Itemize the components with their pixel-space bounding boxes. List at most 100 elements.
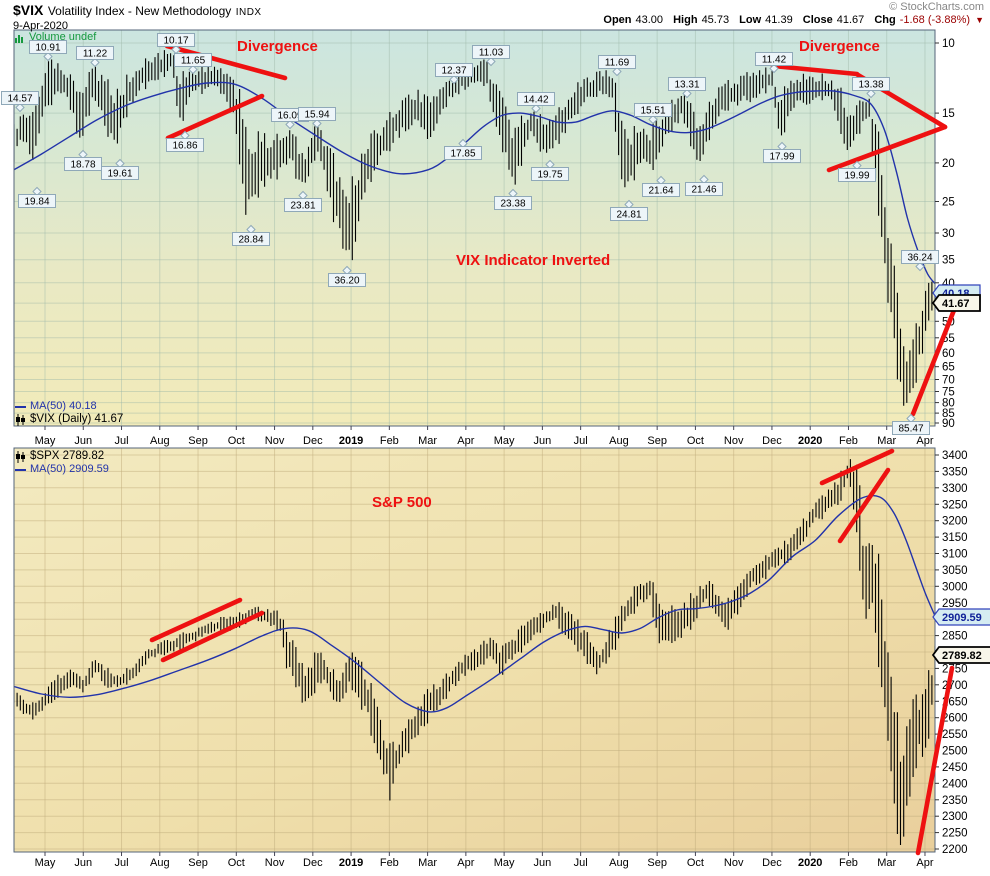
vix-legend: MA(50) 40.18 $VIX (Daily) 41.67 xyxy=(15,400,123,426)
price-callout: 14.42 xyxy=(517,92,555,114)
svg-text:Jul: Jul xyxy=(114,435,128,447)
svg-text:11.42: 11.42 xyxy=(762,55,787,66)
trendline-annotation xyxy=(819,448,895,486)
svg-text:Oct: Oct xyxy=(228,435,245,447)
svg-text:Nov: Nov xyxy=(724,435,744,447)
svg-text:Apr: Apr xyxy=(916,857,933,869)
annotation-text: VIX Indicator Inverted xyxy=(456,252,610,269)
svg-text:Aug: Aug xyxy=(150,435,170,447)
price-callout: 10.17 xyxy=(157,33,195,55)
svg-text:2350: 2350 xyxy=(942,795,968,807)
price-callout: 21.46 xyxy=(685,174,723,196)
vix-price-bars xyxy=(14,50,935,406)
price-callout: 28.84 xyxy=(232,224,270,246)
price-callout: 10.91 xyxy=(29,40,67,62)
spx-price-bars xyxy=(14,459,935,845)
svg-text:Jun: Jun xyxy=(74,857,92,869)
trendline-annotation xyxy=(826,124,948,173)
chg-value: -1.68 (-3.88%) xyxy=(899,14,971,26)
volume-legend: Volume undef xyxy=(15,31,96,44)
trendline-annotation xyxy=(910,297,961,417)
close-value: 41.67 xyxy=(836,14,865,26)
svg-text:3350: 3350 xyxy=(942,466,968,478)
svg-text:75: 75 xyxy=(942,387,955,399)
svg-text:85: 85 xyxy=(942,408,955,420)
candlestick-icon xyxy=(15,450,26,463)
copyright: © StockCharts.com xyxy=(889,1,984,13)
spx-x-axis: May Jun Jul Aug Sep Oct Nov Dec 2019 Feb Mar Apr May… xyxy=(35,852,934,869)
vix-ma-line xyxy=(14,81,935,285)
svg-text:Dec: Dec xyxy=(762,857,782,869)
price-callout: 85.47 xyxy=(892,413,930,435)
svg-text:21.64: 21.64 xyxy=(648,186,673,197)
svg-text:19.75: 19.75 xyxy=(537,170,562,181)
price-callout: 19.75 xyxy=(531,159,569,181)
high-label: High xyxy=(673,14,698,26)
svg-text:21.46: 21.46 xyxy=(691,185,716,196)
price-callout: 23.81 xyxy=(284,190,322,212)
spx-ma-line xyxy=(14,494,935,713)
svg-text:Dec: Dec xyxy=(762,435,782,447)
svg-text:2550: 2550 xyxy=(942,729,968,741)
svg-text:Sep: Sep xyxy=(188,857,208,869)
svg-text:Mar: Mar xyxy=(418,857,437,869)
svg-text:80: 80 xyxy=(942,398,955,410)
svg-text:Nov: Nov xyxy=(265,857,285,869)
candlestick-icon xyxy=(15,413,26,426)
svg-text:18.78: 18.78 xyxy=(70,160,95,171)
svg-text:23.81: 23.81 xyxy=(290,201,315,212)
svg-text:14.42: 14.42 xyxy=(523,95,548,106)
svg-text:3100: 3100 xyxy=(942,549,968,561)
svg-text:35: 35 xyxy=(942,255,955,267)
svg-text:2750: 2750 xyxy=(942,663,968,675)
chg-label: Chg xyxy=(874,14,896,26)
svg-text:13.31: 13.31 xyxy=(674,80,699,91)
price-callout: 18.78 xyxy=(64,149,102,171)
svg-text:11.03: 11.03 xyxy=(479,48,504,59)
svg-text:Aug: Aug xyxy=(609,857,629,869)
high-value: 45.73 xyxy=(701,14,730,26)
svg-text:2400: 2400 xyxy=(942,778,968,790)
price-callout: 13.38 xyxy=(852,77,890,99)
price-callout: 23.38 xyxy=(494,188,532,210)
svg-text:Mar: Mar xyxy=(418,435,437,447)
svg-text:24.81: 24.81 xyxy=(616,210,641,221)
svg-text:3200: 3200 xyxy=(942,516,968,528)
price-callout: 19.99 xyxy=(838,160,876,182)
svg-text:May: May xyxy=(35,435,56,447)
svg-text:23.38: 23.38 xyxy=(500,199,525,210)
vix-ma-legend-label: MA(50) 40.18 xyxy=(30,400,97,412)
svg-text:3050: 3050 xyxy=(942,565,968,577)
quote-line: Open 43.00 High 45.73 Low 41.39 Close 41.67 … xyxy=(596,14,984,26)
svg-text:2019: 2019 xyxy=(339,857,363,869)
svg-text:2909.59: 2909.59 xyxy=(942,612,982,624)
svg-text:3250: 3250 xyxy=(942,499,968,511)
svg-text:Jun: Jun xyxy=(534,435,552,447)
trendline-annotation xyxy=(164,43,288,81)
svg-text:15.94: 15.94 xyxy=(304,110,329,121)
vix-x-axis: May Jun Jul Aug Sep Oct Nov Dec 2019 Feb Mar Apr May… xyxy=(35,426,934,447)
chart-date: 9-Apr-2020 xyxy=(13,20,69,32)
vix-y-axis: 1015202530354045505560657075808590 xyxy=(935,38,955,430)
svg-text:Dec: Dec xyxy=(303,857,323,869)
svg-text:2250: 2250 xyxy=(942,828,968,840)
open-value: 43.00 xyxy=(635,14,664,26)
close-label: Close xyxy=(802,14,833,26)
ma-line-icon xyxy=(15,405,26,408)
annotation-text: Divergence xyxy=(237,38,318,55)
svg-text:3150: 3150 xyxy=(942,532,968,544)
svg-text:Oct: Oct xyxy=(687,435,704,447)
svg-text:2019: 2019 xyxy=(339,435,363,447)
last-price-label: 2909.59 xyxy=(932,608,990,626)
svg-text:Sep: Sep xyxy=(647,435,667,447)
svg-text:3400: 3400 xyxy=(942,450,968,462)
price-callout: 15.94 xyxy=(298,107,336,129)
svg-text:19.84: 19.84 xyxy=(24,197,49,208)
svg-text:Feb: Feb xyxy=(839,857,858,869)
spx-price-legend-label: $SPX 2789.82 xyxy=(30,450,105,462)
svg-text:65: 65 xyxy=(942,362,955,374)
price-callout: 11.65 xyxy=(174,53,212,75)
svg-text:10.17: 10.17 xyxy=(163,36,188,47)
chart-header: $VIX Volatility Index - New Methodology … xyxy=(0,0,990,32)
svg-text:3000: 3000 xyxy=(942,581,968,593)
